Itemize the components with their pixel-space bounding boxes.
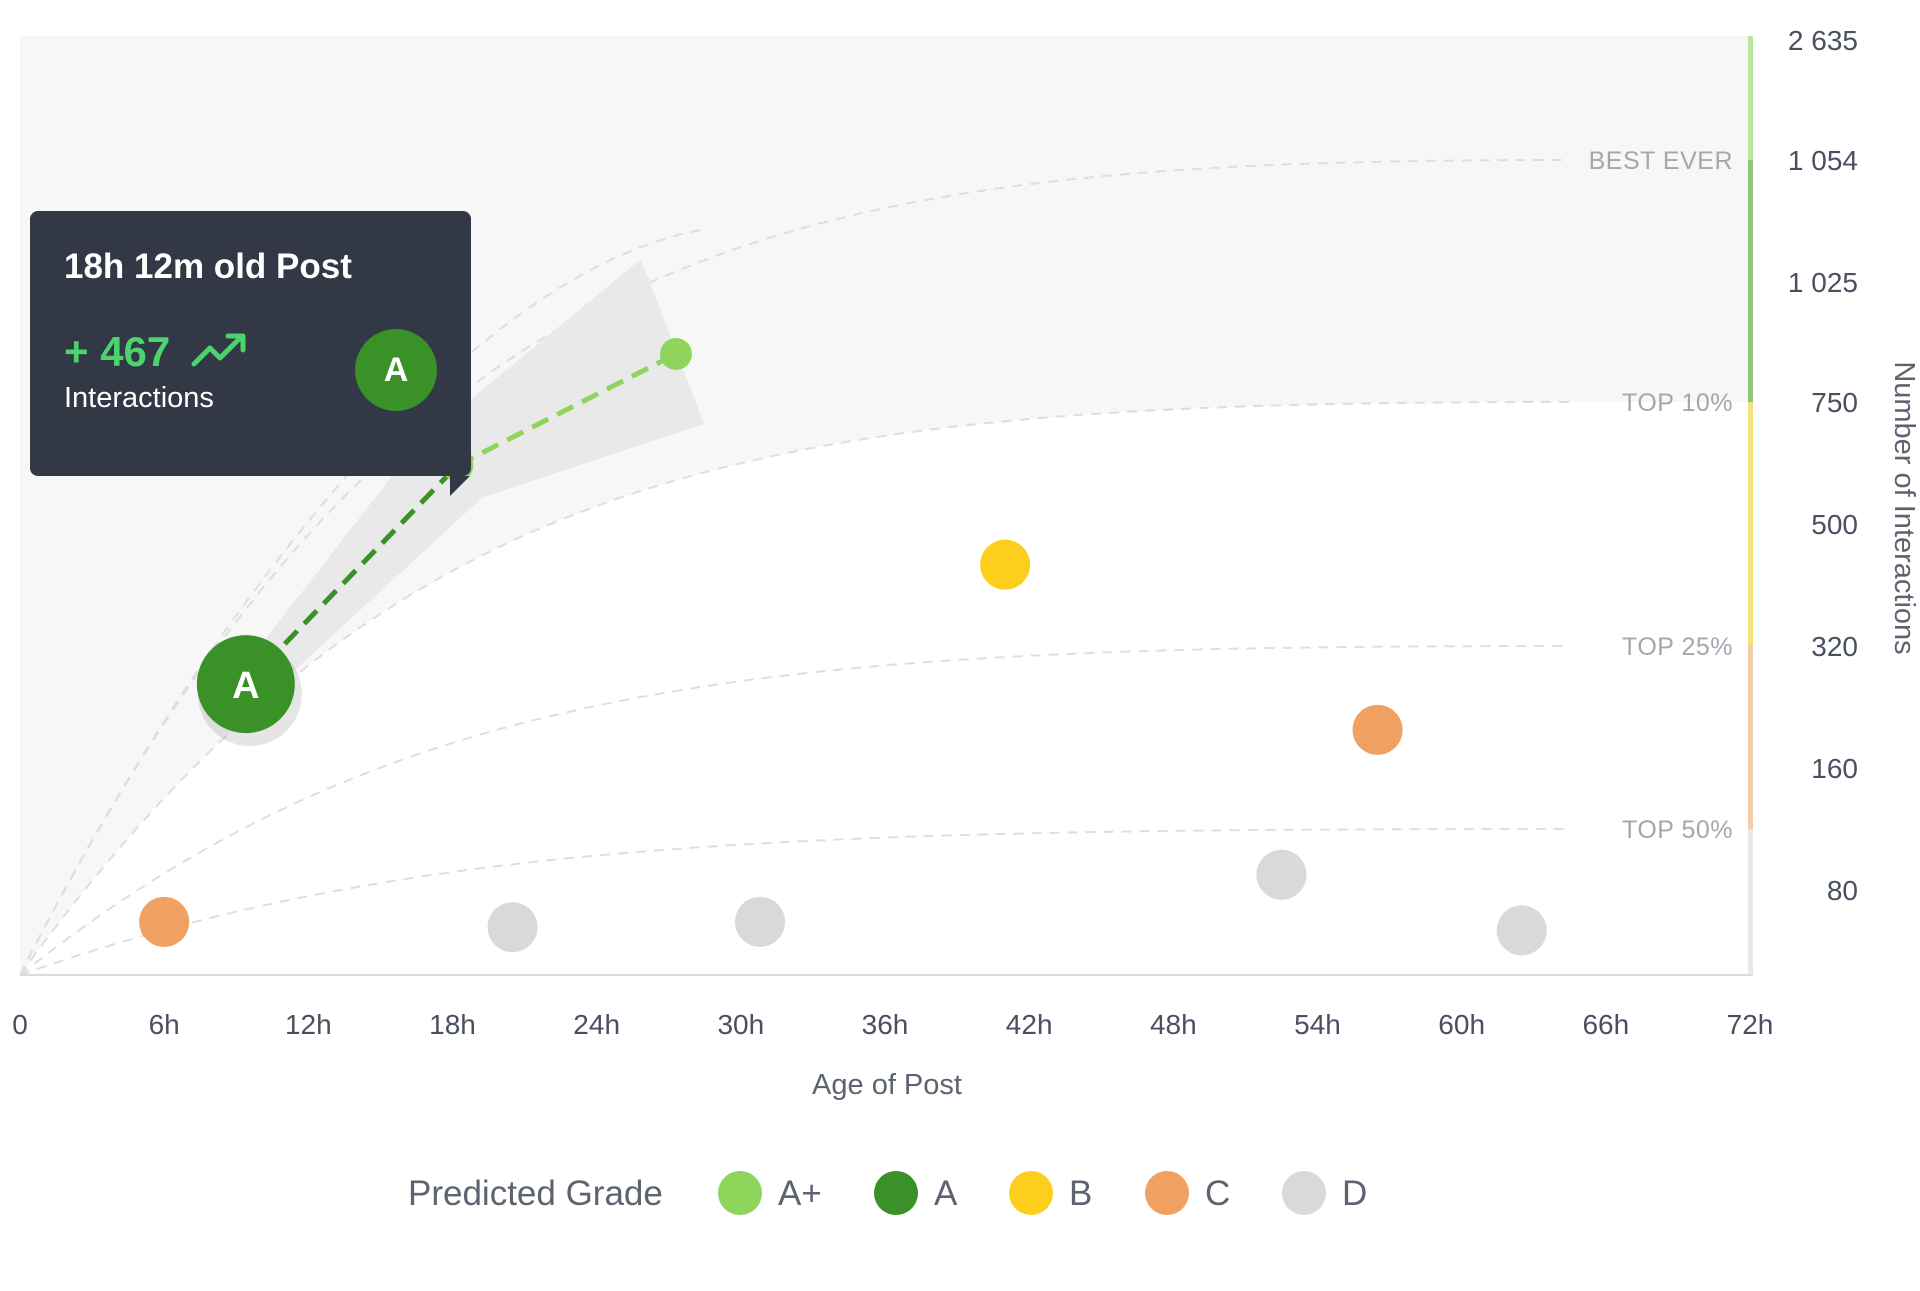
y-tick-label: 1 054 — [1788, 145, 1858, 176]
legend-swatch-aplus — [718, 1171, 762, 1215]
axes: 0 6h 12h 18h 24h 30h 36h 42h 48h 54h 60h 66h 72h 80 16… — [12, 25, 1920, 1101]
benchmark-curves: BEST EVER TOP 10% TOP 25% TOP 50% — [19, 36, 1753, 976]
legend: Predicted Grade A+ A B C D — [408, 1171, 1367, 1215]
legend-label: D — [1342, 1174, 1367, 1213]
benchmark-curve — [19, 645, 1571, 976]
legend-swatch-d — [1282, 1171, 1326, 1215]
band-label: TOP 25% — [1622, 633, 1733, 661]
legend-label: B — [1069, 1174, 1092, 1213]
tooltip-caption: Interactions — [64, 382, 214, 414]
y-tick-label: 1 025 — [1788, 267, 1858, 298]
legend-title: Predicted Grade — [408, 1174, 663, 1213]
tooltip-grade-badge: A — [355, 329, 437, 411]
legend-swatch-c — [1145, 1171, 1189, 1215]
x-tick-label: 36h — [862, 1009, 909, 1040]
tooltip-interactions-value: + 467 — [64, 328, 171, 375]
projection-line — [456, 351, 678, 468]
grade-scale-segment — [1748, 402, 1753, 646]
prediction-range-cone — [245, 259, 704, 707]
y-tick-label: 2 635 — [1788, 25, 1858, 56]
legend-swatch-a — [874, 1171, 918, 1215]
x-tick-label: 54h — [1294, 1009, 1341, 1040]
trajectory-line — [244, 463, 460, 686]
legend-swatch-b — [1009, 1171, 1053, 1215]
x-tick-label: 42h — [1006, 1009, 1053, 1040]
post-point-d — [1496, 905, 1547, 956]
x-axis-title: Age of Post — [812, 1069, 962, 1101]
x-tick-label: 0 — [12, 1009, 28, 1040]
x-tick-label: 6h — [149, 1009, 180, 1040]
tooltip-title: 18h 12m old Post — [64, 247, 352, 286]
grade-scale-segment — [1748, 829, 1753, 975]
y-tick-label: 80 — [1827, 875, 1858, 906]
highlighted-post-grade: A — [232, 665, 259, 707]
y-tick-label: 750 — [1811, 387, 1858, 418]
legend-label: C — [1205, 1174, 1230, 1213]
post-point-d — [1256, 849, 1307, 900]
post-point-c — [1352, 704, 1403, 755]
y-tick-label: 500 — [1811, 509, 1858, 540]
band-label: BEST EVER — [1589, 147, 1733, 175]
y-tick-label: 160 — [1811, 753, 1858, 784]
x-tick-label: 30h — [717, 1009, 764, 1040]
legend-label: A — [934, 1174, 958, 1213]
benchmark-zones — [20, 36, 1750, 975]
benchmark-curve — [19, 828, 1571, 976]
x-tick-label: 66h — [1582, 1009, 1629, 1040]
post-point-c — [139, 896, 190, 947]
x-tick-label: 24h — [573, 1009, 620, 1040]
x-tick-label: 72h — [1727, 1009, 1774, 1040]
projected-point — [659, 338, 692, 370]
projection-cone — [244, 259, 704, 707]
x-tick-label: 60h — [1438, 1009, 1485, 1040]
post-point-d — [735, 896, 786, 947]
grade-scale-segment — [1748, 36, 1753, 160]
legend-label: A+ — [778, 1174, 822, 1213]
x-tick-label: 12h — [285, 1009, 332, 1040]
y-tick-label: 320 — [1811, 631, 1858, 662]
post-point-d — [487, 902, 538, 953]
grade-scale-segment — [1748, 160, 1753, 402]
x-tick-label: 48h — [1150, 1009, 1197, 1040]
highlighted-post-point — [196, 635, 295, 734]
trending-up-icon — [191, 333, 246, 367]
band-label: TOP 10% — [1622, 389, 1733, 417]
benchmark-curve — [19, 401, 1571, 976]
benchmark-curve — [19, 159, 1571, 976]
post-tooltip: 18h 12m old Post + 467 Interactions A — [30, 211, 471, 496]
grade-scale-segment — [1748, 646, 1753, 829]
band-label: TOP 50% — [1622, 816, 1733, 844]
post-point-b — [980, 539, 1031, 590]
x-tick-label: 18h — [429, 1009, 476, 1040]
y-axis-title: Number of Interactions — [1888, 361, 1920, 654]
